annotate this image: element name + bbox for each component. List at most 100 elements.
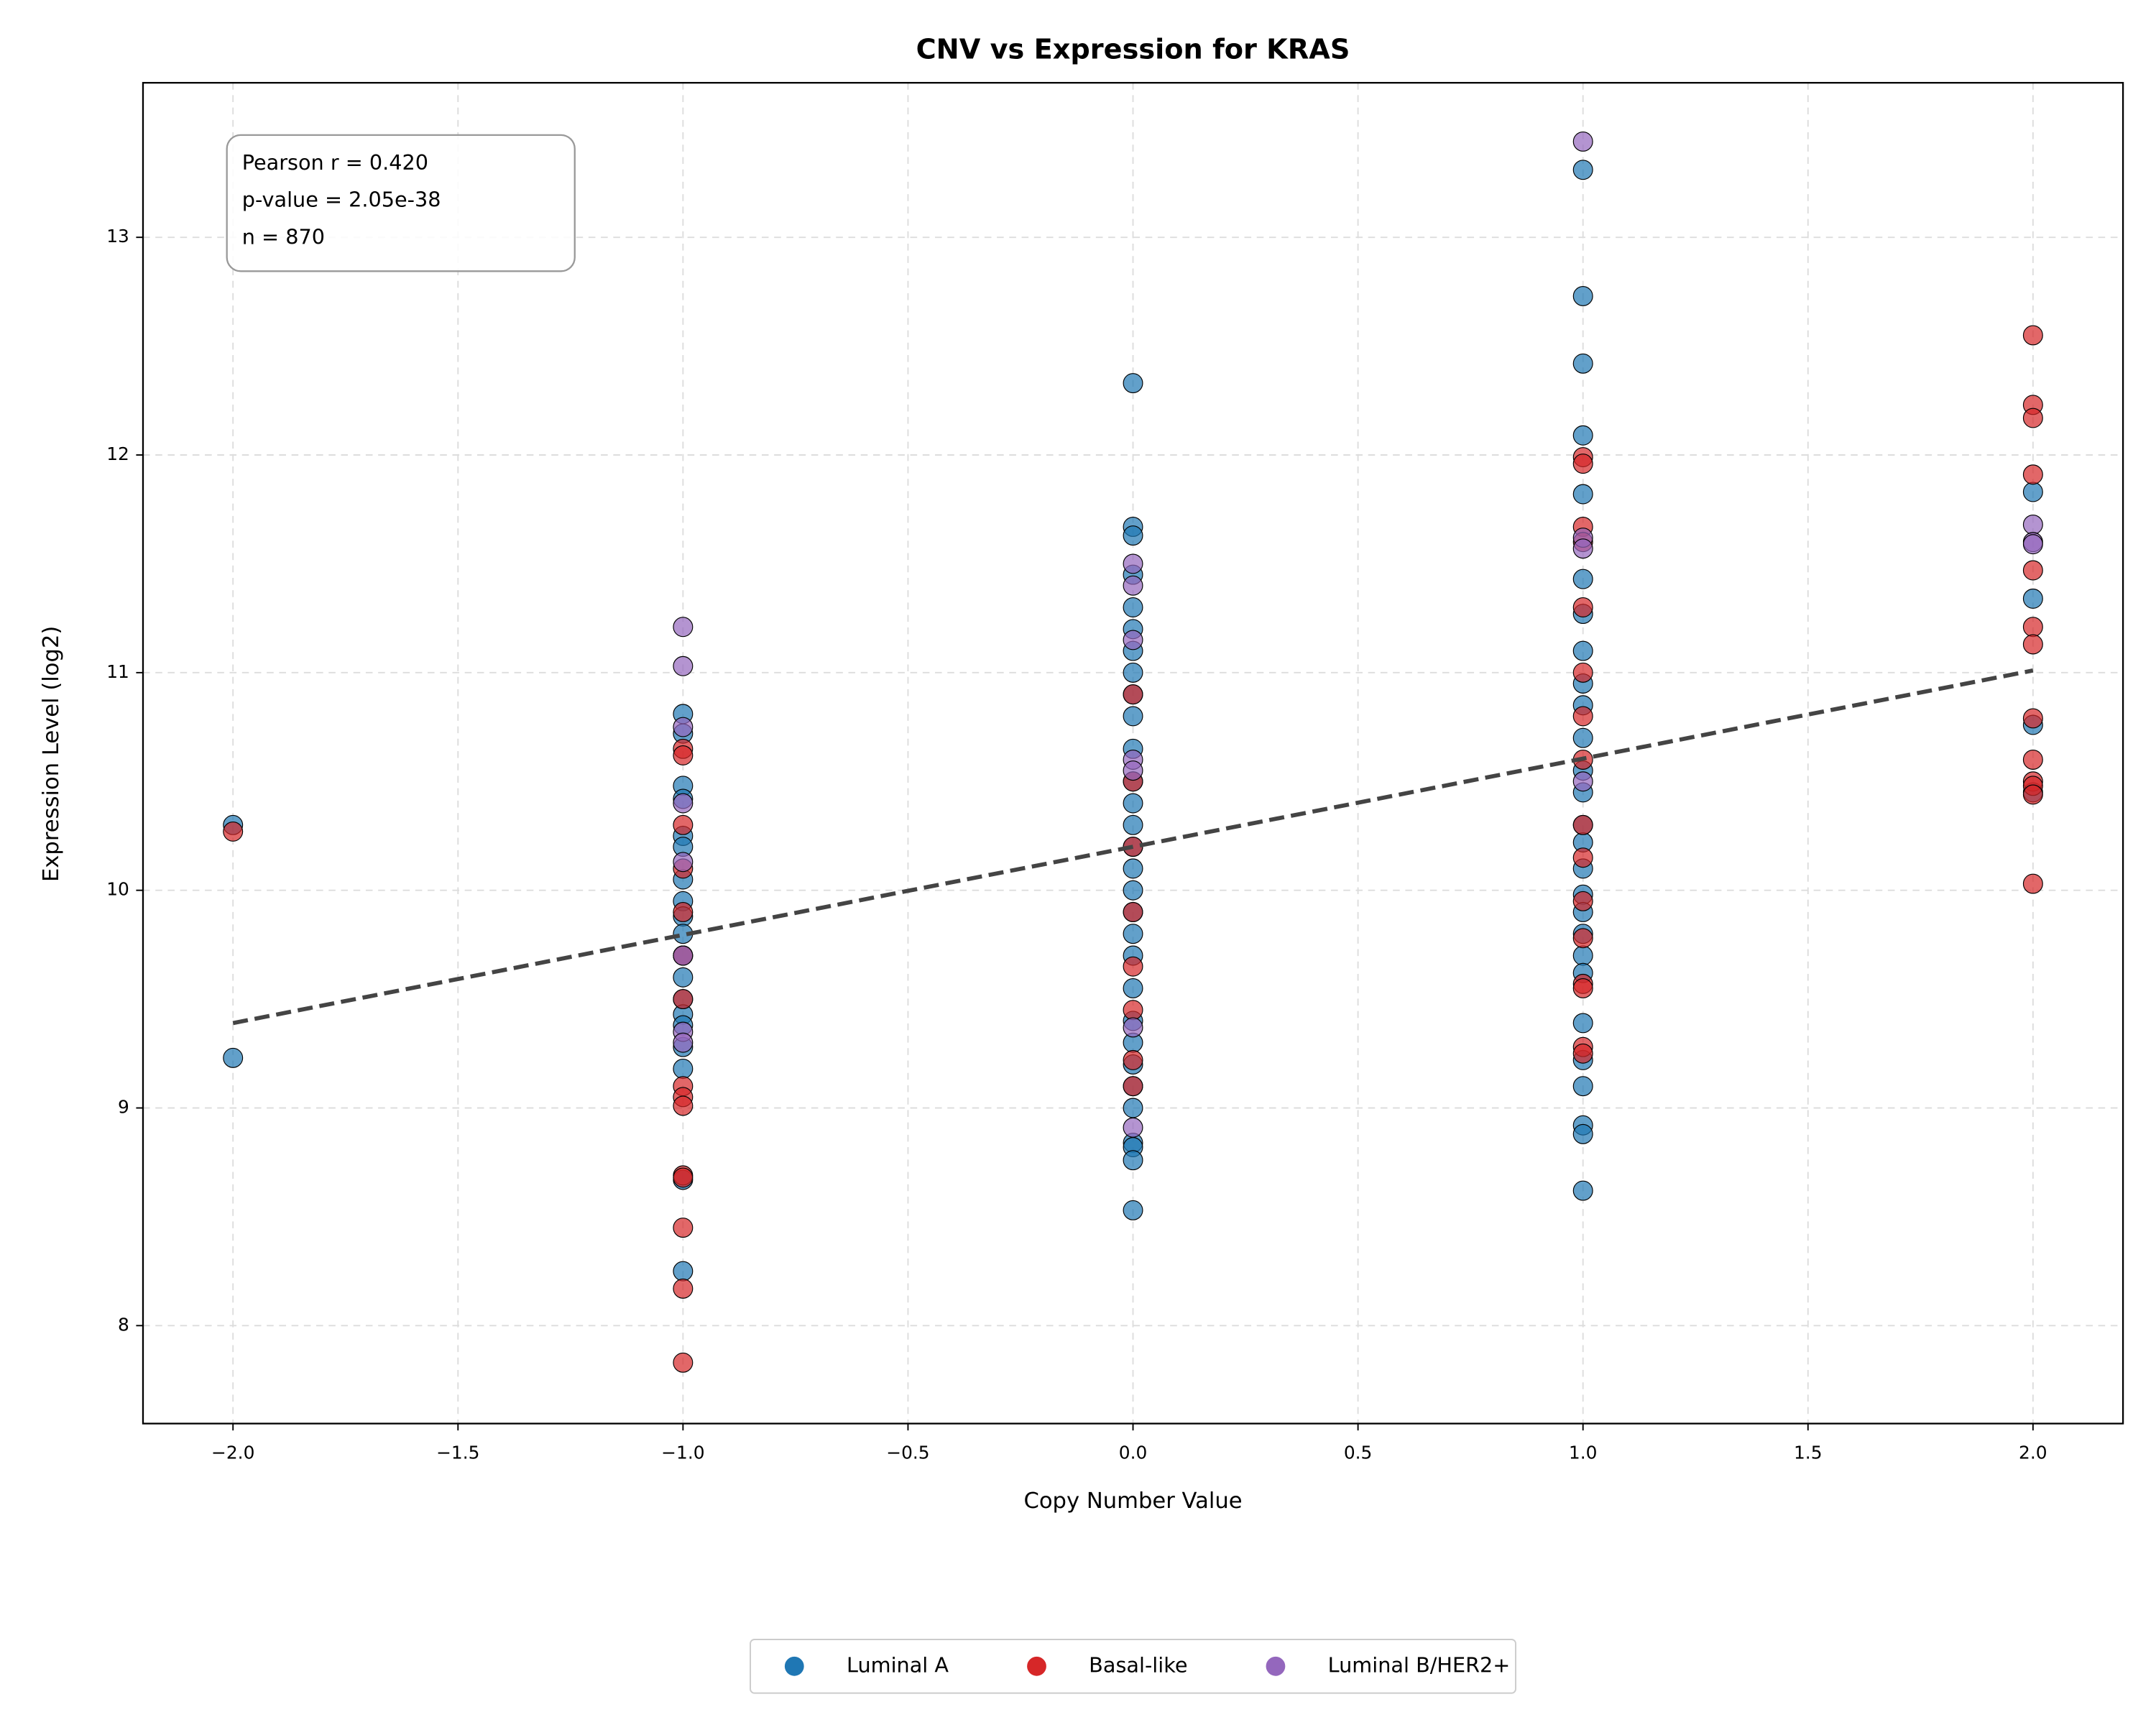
scatter-point (2022, 464, 2043, 485)
scatter-point (1123, 1017, 1143, 1038)
scatter-point (1572, 160, 1593, 180)
scatter-point (2022, 482, 2043, 502)
scatter-point (1123, 662, 1143, 683)
scatter-point (2022, 408, 2043, 428)
scatter-point (1123, 553, 1143, 574)
scatter-point (1572, 1013, 1593, 1034)
scatter-point (223, 821, 244, 842)
scatter-point (223, 1047, 244, 1068)
scatter-point (673, 901, 694, 922)
scatter-point (2022, 750, 2043, 770)
scatter-point (1123, 901, 1143, 922)
scatter-point (1572, 727, 1593, 748)
y-tick-label: 11 (106, 661, 129, 682)
scatter-point (1123, 575, 1143, 596)
scatter-point (673, 1032, 694, 1053)
annotation-text: Pearson r = 0.420 (242, 150, 428, 175)
scatter-point (1123, 814, 1143, 835)
scatter-point (673, 989, 694, 1010)
scatter-point (673, 1095, 694, 1116)
scatter-point (1123, 1000, 1143, 1021)
marks (223, 131, 2043, 1373)
scatter-point (673, 656, 694, 676)
legend-label: Luminal B/HER2+ (1328, 1652, 1511, 1677)
x-tick-label: 2.0 (2019, 1443, 2047, 1463)
x-axis-label: Copy Number Value (1023, 1489, 1242, 1514)
scatter-point (1572, 945, 1593, 966)
x-tick-label: 0.5 (1344, 1443, 1373, 1463)
scatter-point (673, 617, 694, 638)
scatter-point (1123, 1076, 1143, 1097)
scatter-point (673, 945, 694, 966)
chart-title: CNV vs Expression for KRAS (916, 34, 1350, 66)
scatter-point (1572, 1123, 1593, 1144)
scatter-point (673, 967, 694, 988)
scatter-point (2022, 708, 2043, 729)
scatter-point (1123, 1098, 1143, 1118)
scatter-point (673, 814, 694, 835)
scatter-point (673, 1352, 694, 1373)
x-tick-label: −0.5 (886, 1443, 929, 1463)
scatter-point (1572, 131, 1593, 152)
scatter-point (1572, 771, 1593, 792)
scatter-point (673, 1218, 694, 1238)
scatter-point (1572, 1043, 1593, 1064)
scatter-point (1123, 630, 1143, 650)
scatter-point (1572, 484, 1593, 505)
scatter-point (673, 717, 694, 737)
scatter-point (1572, 538, 1593, 559)
scatter-point (1123, 373, 1143, 394)
scatter-point (1123, 793, 1143, 814)
scatter-point (1572, 706, 1593, 727)
y-tick-label: 8 (118, 1314, 129, 1335)
x-tick-label: −1.5 (436, 1443, 479, 1463)
scatter-point (1123, 1150, 1143, 1171)
scatter-point (673, 1167, 694, 1188)
legend-label: Basal-like (1089, 1652, 1187, 1677)
scatter-point (1572, 814, 1593, 835)
scatter-point (673, 793, 694, 814)
scatter-point (2022, 634, 2043, 655)
scatter-point (2022, 588, 2043, 609)
scatter-point (1572, 285, 1593, 306)
scatter-point (1572, 1076, 1593, 1097)
scatter-point (1572, 569, 1593, 589)
y-tick-label: 13 (106, 226, 129, 247)
scatter-point (2022, 617, 2043, 638)
legend: Luminal A Basal-like Luminal B/HER2+ (750, 1639, 1516, 1694)
x-tick-label: 0.0 (1119, 1443, 1148, 1463)
scatter-point (1572, 1180, 1593, 1201)
legend-label: Luminal A (847, 1652, 949, 1677)
legend-marker (1027, 1656, 1046, 1676)
y-tick-label: 9 (118, 1097, 129, 1118)
annotation-text: p-value = 2.05e-38 (242, 188, 441, 212)
x-tick-label: −2.0 (211, 1443, 254, 1463)
scatter-point (673, 852, 694, 873)
scatter-point (1572, 597, 1593, 617)
scatter-point (1123, 706, 1143, 727)
scatter-point (1123, 760, 1143, 781)
scatter-point (1123, 684, 1143, 705)
scatter-point (2022, 784, 2043, 805)
legend-marker (1266, 1656, 1286, 1676)
scatter-point (1572, 978, 1593, 998)
scatter-point (1572, 454, 1593, 474)
scatter-point (1123, 880, 1143, 901)
scatter-point (1572, 353, 1593, 374)
legend-frame (750, 1639, 1516, 1694)
y-axis-label: Expression Level (log2) (39, 626, 64, 882)
scatter-point (673, 745, 694, 765)
scatter-point (1123, 525, 1143, 546)
scatter-point (1123, 1049, 1143, 1070)
x-tick-label: 1.0 (1569, 1443, 1598, 1463)
scatter-point (1572, 662, 1593, 683)
y-tick-label: 10 (106, 879, 129, 900)
scatter-point (1123, 978, 1143, 998)
scatter-point (1572, 891, 1593, 911)
legend-marker (784, 1656, 804, 1676)
scatter-point (1123, 956, 1143, 977)
scatter-point (2022, 534, 2043, 555)
scatter-point (1123, 924, 1143, 944)
